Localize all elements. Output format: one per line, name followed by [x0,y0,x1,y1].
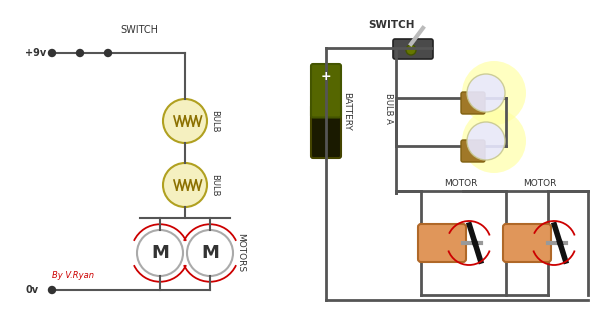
FancyBboxPatch shape [393,39,433,59]
Circle shape [163,99,207,143]
Text: SWITCH: SWITCH [368,20,415,30]
Circle shape [462,61,526,125]
Circle shape [76,50,84,57]
Text: M: M [201,244,219,262]
Circle shape [49,287,55,294]
Text: By V.Ryan: By V.Ryan [52,271,94,280]
Circle shape [467,122,505,160]
Text: MOTORS: MOTORS [236,233,245,273]
Text: BATTERY: BATTERY [342,92,351,130]
Circle shape [105,50,111,57]
Circle shape [187,230,233,276]
Text: MOTOR: MOTOR [444,179,478,188]
Circle shape [137,230,183,276]
Circle shape [462,109,526,173]
FancyBboxPatch shape [311,105,341,158]
FancyBboxPatch shape [503,224,551,262]
Text: BULB: BULB [210,174,219,196]
Text: M: M [151,244,169,262]
Circle shape [49,50,55,57]
FancyBboxPatch shape [461,140,485,162]
Circle shape [406,45,416,55]
FancyBboxPatch shape [461,92,485,114]
Text: SWITCH: SWITCH [120,25,158,35]
FancyBboxPatch shape [311,64,341,117]
Circle shape [467,74,505,112]
Text: 0v: 0v [25,285,38,295]
Text: MOTOR: MOTOR [523,179,557,188]
Text: +9v: +9v [25,48,46,58]
Text: BULB A: BULB A [384,93,393,123]
Text: +: + [321,70,331,82]
Circle shape [163,163,207,207]
Text: BULB: BULB [210,110,219,132]
FancyBboxPatch shape [418,224,466,262]
